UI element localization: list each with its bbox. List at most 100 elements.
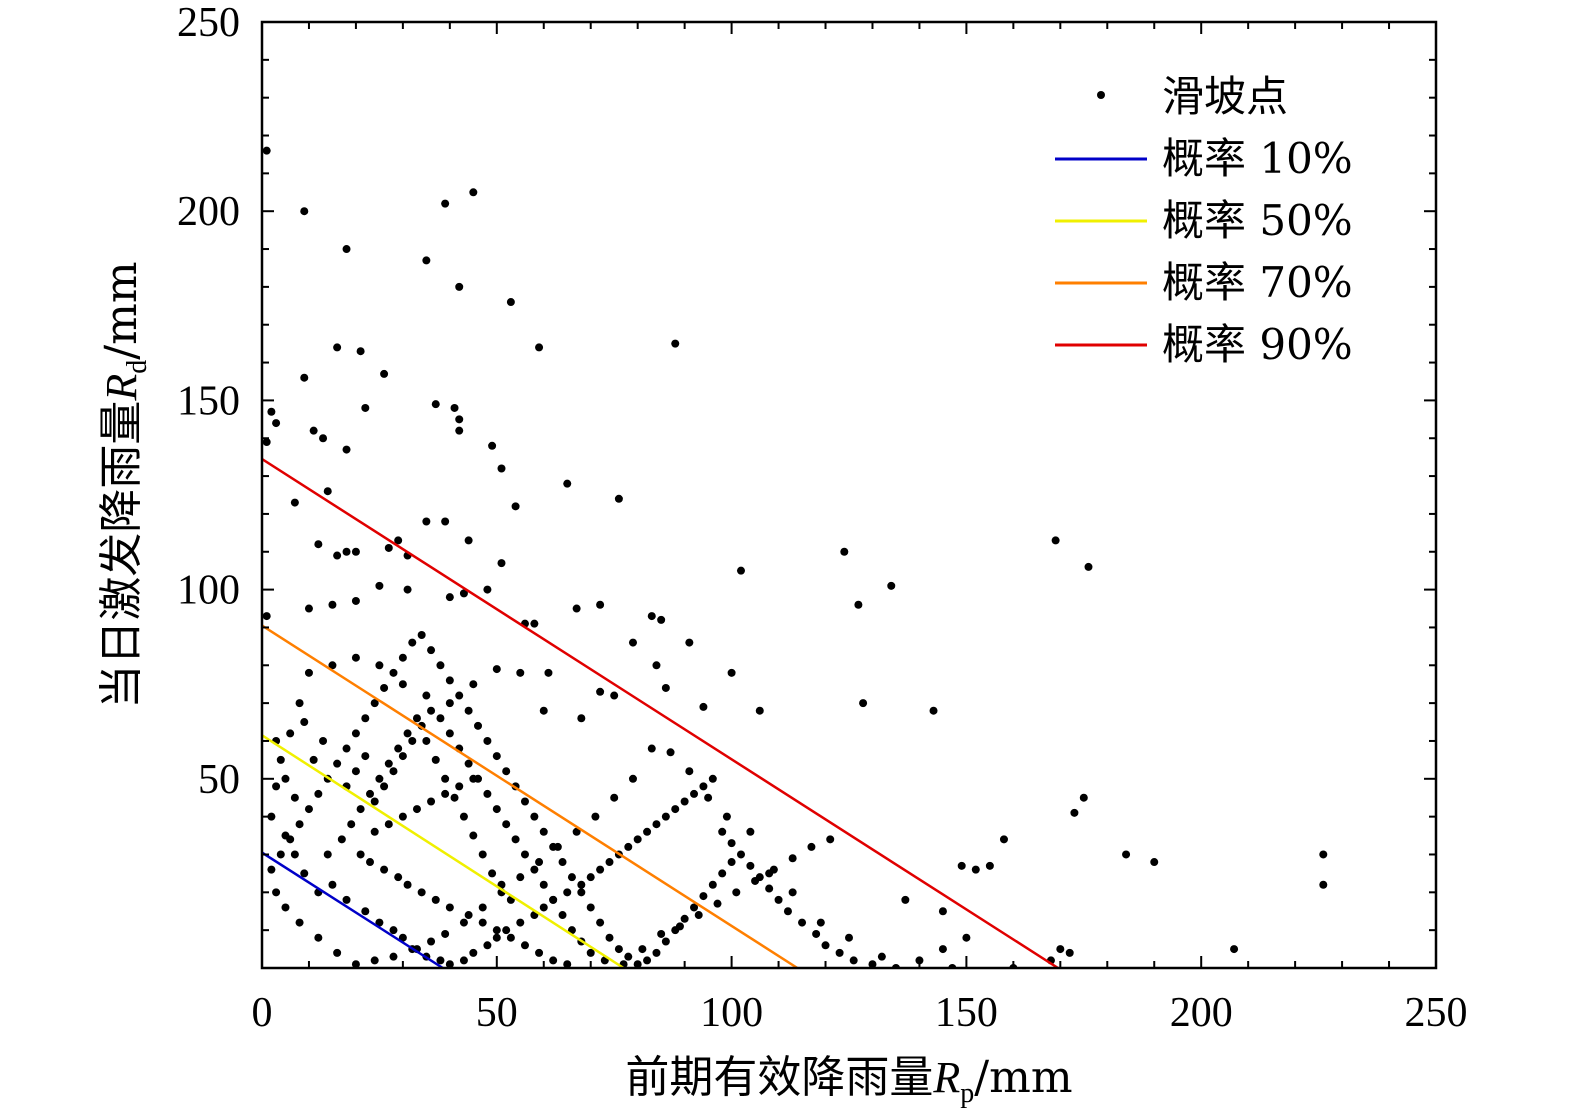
- data-point: [309, 426, 318, 435]
- data-point: [647, 744, 656, 753]
- data-point: [539, 880, 548, 889]
- data-point: [427, 937, 436, 946]
- data-point: [412, 805, 421, 814]
- data-point: [328, 600, 337, 609]
- y-tick-label: 100: [177, 568, 240, 614]
- data-point: [520, 941, 529, 950]
- data-point: [591, 812, 600, 821]
- data-point: [788, 854, 797, 863]
- data-point: [351, 596, 360, 605]
- data-point: [436, 956, 445, 965]
- data-point: [286, 729, 295, 738]
- data-point: [769, 865, 778, 874]
- data-point: [337, 835, 346, 844]
- data-point: [333, 948, 342, 957]
- data-point: [530, 812, 539, 821]
- data-point: [403, 880, 412, 889]
- y-tick-label: 200: [177, 189, 240, 235]
- data-point: [474, 721, 483, 730]
- data-point: [774, 895, 783, 904]
- data-point: [469, 680, 478, 689]
- data-point: [342, 445, 351, 454]
- data-point: [704, 793, 713, 802]
- data-point: [319, 736, 328, 745]
- data-point: [638, 945, 647, 954]
- ticks-layer: [261, 21, 1437, 969]
- data-point: [380, 865, 389, 874]
- data-point: [398, 933, 407, 942]
- data-point: [276, 755, 285, 764]
- data-point: [751, 876, 760, 885]
- data-point: [478, 850, 487, 859]
- data-point: [342, 547, 351, 556]
- data-point: [295, 918, 304, 927]
- data-point: [436, 661, 445, 670]
- data-point: [427, 797, 436, 806]
- data-point: [455, 415, 464, 424]
- data-point: [1319, 880, 1328, 889]
- data-point: [290, 498, 299, 507]
- data-point: [1070, 808, 1079, 817]
- data-point: [539, 903, 548, 912]
- data-point: [441, 199, 450, 208]
- data-point: [469, 188, 478, 197]
- data-point: [788, 888, 797, 897]
- data-point: [539, 827, 548, 836]
- data-point: [502, 926, 511, 935]
- data-point: [272, 782, 281, 791]
- data-point: [262, 146, 271, 155]
- data-point: [563, 479, 572, 488]
- data-point: [549, 956, 558, 965]
- data-point: [347, 820, 356, 829]
- data-point: [272, 419, 281, 428]
- data-point: [530, 619, 539, 628]
- threshold-line: [262, 851, 444, 968]
- data-point: [596, 918, 605, 927]
- data-point: [492, 933, 501, 942]
- data-point: [290, 850, 299, 859]
- data-point: [605, 933, 614, 942]
- data-point: [459, 918, 468, 927]
- data-point: [375, 774, 384, 783]
- data-point: [304, 604, 313, 613]
- data-point: [342, 744, 351, 753]
- data-point: [398, 812, 407, 821]
- data-point: [699, 702, 708, 711]
- data-point: [262, 612, 271, 621]
- data-point: [441, 774, 450, 783]
- data-point: [812, 929, 821, 938]
- data-point: [722, 812, 731, 821]
- data-point: [567, 873, 576, 882]
- data-point: [685, 638, 694, 647]
- data-point: [478, 903, 487, 912]
- data-point: [445, 729, 454, 738]
- data-point: [304, 668, 313, 677]
- data-point: [431, 895, 440, 904]
- data-point: [755, 706, 764, 715]
- data-point: [389, 668, 398, 677]
- data-point: [384, 759, 393, 768]
- data-point: [699, 892, 708, 901]
- data-point: [319, 434, 328, 443]
- data-point: [417, 631, 426, 640]
- data-point: [544, 668, 553, 677]
- data-point: [427, 646, 436, 655]
- data-point: [938, 945, 947, 954]
- data-point: [671, 339, 680, 348]
- data-point: [708, 774, 717, 783]
- data-point: [441, 517, 450, 526]
- data-point: [690, 789, 699, 798]
- data-point: [422, 691, 431, 700]
- data-point: [450, 403, 459, 412]
- data-point: [370, 699, 379, 708]
- data-point: [427, 706, 436, 715]
- data-point: [408, 638, 417, 647]
- data-point: [610, 691, 619, 700]
- data-point: [370, 827, 379, 836]
- data-point: [643, 956, 652, 965]
- data-point: [577, 880, 586, 889]
- data-point: [1056, 945, 1065, 954]
- data-point: [614, 494, 623, 503]
- data-point: [323, 487, 332, 496]
